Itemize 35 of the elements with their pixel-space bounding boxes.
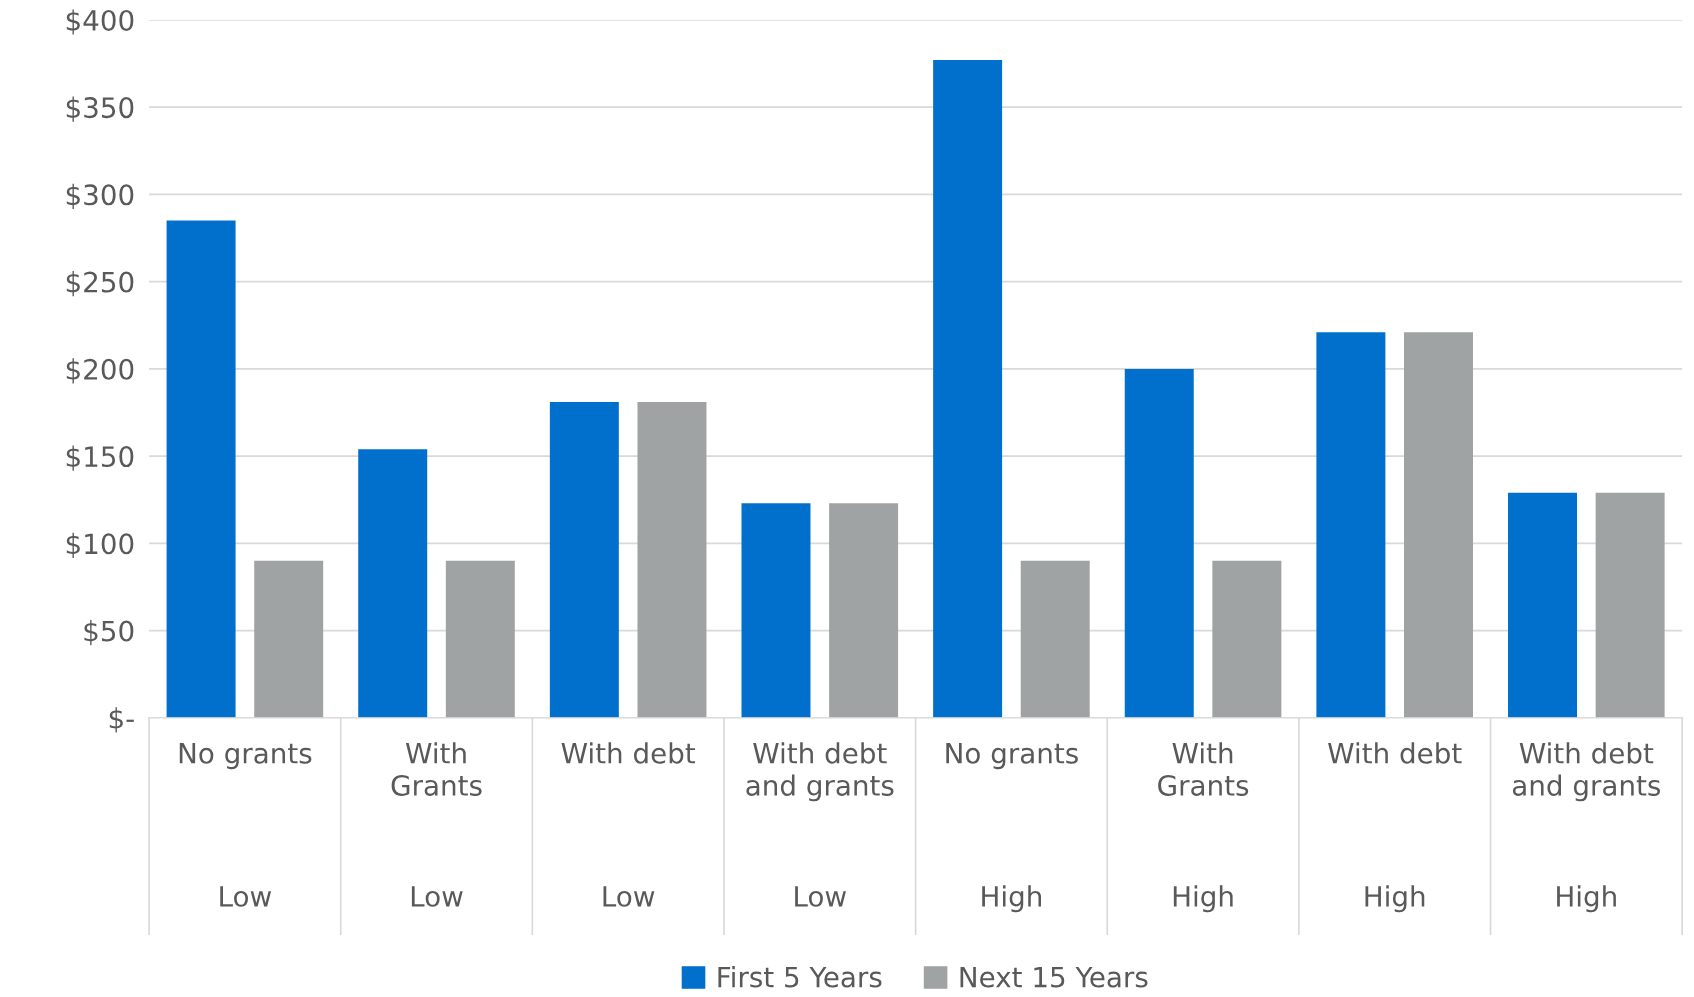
- category-label: With debt and grants Low: [746, 742, 894, 907]
- bar: [1508, 492, 1578, 718]
- bar: [549, 402, 619, 718]
- legend-label: Next 15 Years: [960, 966, 1148, 988]
- bar: [254, 560, 324, 718]
- y-tick-label: $100: [66, 532, 134, 558]
- category-label: With Grants Low: [391, 742, 482, 907]
- y-tick-label: $150: [66, 445, 134, 471]
- category-label: With debt Low: [561, 742, 696, 907]
- bar: [166, 220, 236, 718]
- bar: [1124, 368, 1194, 718]
- category-label: No grants Low: [179, 743, 312, 907]
- bar: [445, 560, 515, 718]
- bar: [1020, 560, 1090, 718]
- y-tick-label: $350: [66, 96, 134, 122]
- y-tick-label: $50: [84, 620, 134, 646]
- bar: [1212, 560, 1282, 718]
- legend-label: First 5 Years: [718, 966, 882, 988]
- y-tick-label: $250: [66, 271, 134, 297]
- y-tick-label: $300: [66, 183, 134, 210]
- bar: [1316, 332, 1386, 718]
- y-tick-label: $-: [109, 707, 134, 733]
- bar: [358, 449, 428, 718]
- bar: [829, 503, 899, 718]
- bar: [741, 503, 811, 718]
- category-label: No grants High: [946, 743, 1078, 913]
- bar: [1595, 492, 1665, 718]
- y-tick-label: $400: [66, 9, 134, 35]
- bar: [1404, 332, 1473, 718]
- bar: [637, 402, 707, 718]
- bar: [933, 60, 1003, 718]
- category-label: With debt and grants High: [1512, 742, 1661, 913]
- category-label: With Grants High: [1158, 742, 1249, 913]
- y-tick-label: $200: [66, 358, 134, 384]
- category-label: With debt High: [1328, 742, 1462, 913]
